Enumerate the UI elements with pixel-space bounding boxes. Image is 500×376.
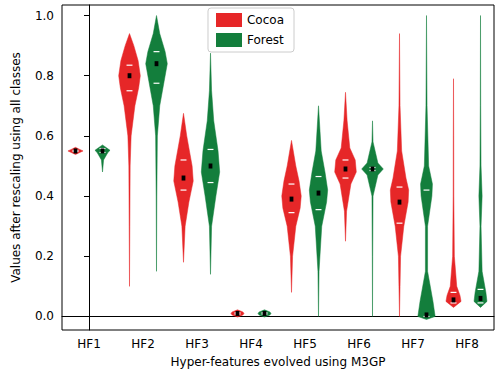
svg-text:HF7: HF7 [401, 337, 425, 351]
svg-text:Hyper-features evolved using M: Hyper-features evolved using M3GP [171, 355, 386, 369]
svg-text:HF1: HF1 [77, 337, 101, 351]
svg-text:0.2: 0.2 [35, 249, 54, 263]
svg-text:HF4: HF4 [239, 337, 263, 351]
svg-text:1.0: 1.0 [35, 9, 54, 23]
svg-text:HF8: HF8 [455, 337, 479, 351]
svg-text:HF6: HF6 [347, 337, 371, 351]
svg-text:HF3: HF3 [185, 337, 209, 351]
svg-text:Values after rescaling using a: Values after rescaling using all classes [9, 52, 23, 283]
svg-text:Cocoa: Cocoa [247, 13, 284, 27]
svg-text:0.0: 0.0 [35, 309, 54, 323]
svg-text:Forest: Forest [247, 33, 284, 47]
svg-text:0.6: 0.6 [35, 129, 54, 143]
svg-text:HF2: HF2 [131, 337, 155, 351]
svg-text:0.4: 0.4 [35, 189, 54, 203]
svg-text:HF5: HF5 [293, 337, 317, 351]
svg-text:0.8: 0.8 [35, 69, 54, 83]
